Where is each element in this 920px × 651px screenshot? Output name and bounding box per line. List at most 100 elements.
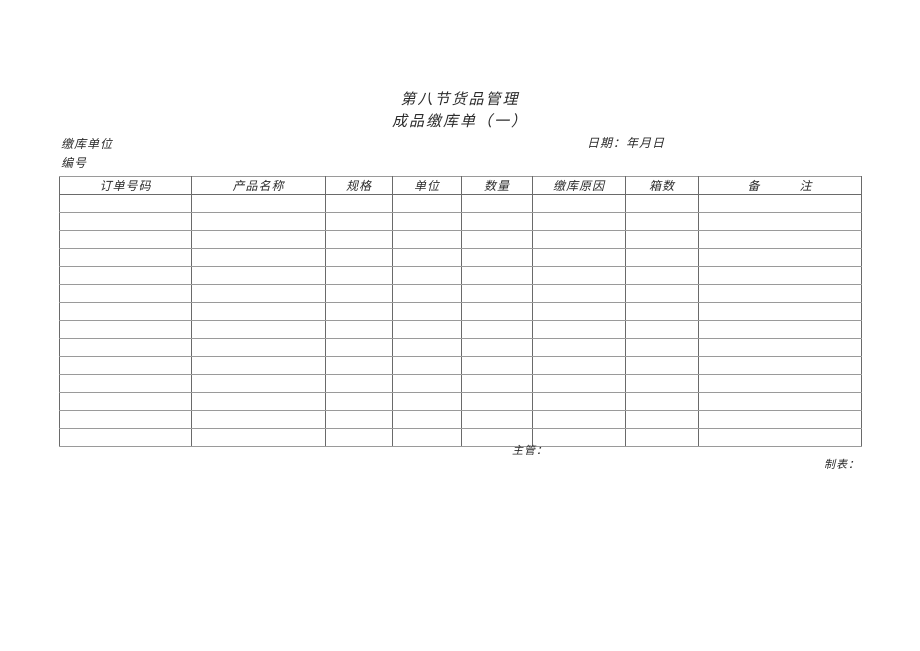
table-cell-empty <box>325 392 393 411</box>
table-row <box>59 410 862 429</box>
supervisor-label: 主管： <box>512 445 548 457</box>
table-cell-empty <box>59 392 192 411</box>
form-title: 成品缴库单（一） <box>391 114 528 130</box>
preparer-label: 制表： <box>824 459 860 471</box>
table-cell-empty <box>59 302 192 321</box>
table-body <box>59 194 862 447</box>
table-cell-empty <box>625 320 699 339</box>
table-row <box>59 392 862 411</box>
table-row <box>59 374 862 393</box>
table-cell-empty <box>325 302 393 321</box>
table-cell-empty <box>625 428 699 447</box>
table-cell-empty <box>59 212 192 231</box>
table-cell-empty <box>698 338 862 357</box>
table-cell-empty <box>532 212 626 231</box>
col-header-product-name: 产品名称 <box>191 176 326 195</box>
table-cell-empty <box>392 194 462 213</box>
table-cell-empty <box>325 320 393 339</box>
delivery-form-table: 订单号码 产品名称 规格 单位 数量 缴库原因 箱数 备 注 <box>59 176 862 447</box>
number-label: 编号 <box>61 156 88 170</box>
table-cell-empty <box>191 194 326 213</box>
table-cell-empty <box>625 248 699 267</box>
table-cell-empty <box>392 248 462 267</box>
table-cell-empty <box>461 194 533 213</box>
table-cell-empty <box>625 212 699 231</box>
table-cell-empty <box>698 320 862 339</box>
table-cell-empty <box>392 320 462 339</box>
table-cell-empty <box>191 338 326 357</box>
table-cell-empty <box>698 356 862 375</box>
table-cell-empty <box>325 356 393 375</box>
col-header-delivery-reason: 缴库原因 <box>532 176 626 195</box>
section-title: 第八节货品管理 <box>400 92 520 108</box>
table-cell-empty <box>461 284 533 303</box>
col-header-quantity: 数量 <box>461 176 533 195</box>
table-cell-empty <box>625 194 699 213</box>
table-row <box>59 194 862 213</box>
table-row <box>59 338 862 357</box>
table-row <box>59 428 862 447</box>
table-cell-empty <box>325 428 393 447</box>
table-cell-empty <box>532 338 626 357</box>
table-cell-empty <box>532 302 626 321</box>
table-cell-empty <box>325 284 393 303</box>
table-cell-empty <box>325 338 393 357</box>
table-row <box>59 320 862 339</box>
table-cell-empty <box>191 374 326 393</box>
table-cell-empty <box>325 266 393 285</box>
table-cell-empty <box>461 248 533 267</box>
table-cell-empty <box>461 320 533 339</box>
table-cell-empty <box>59 410 192 429</box>
table-row <box>59 284 862 303</box>
table-cell-empty <box>532 410 626 429</box>
table-cell-empty <box>59 194 192 213</box>
delivery-unit-label: 缴库单位 <box>61 137 114 151</box>
table-cell-empty <box>532 194 626 213</box>
table-cell-empty <box>698 194 862 213</box>
table-cell-empty <box>325 212 393 231</box>
table-cell-empty <box>325 194 393 213</box>
table-cell-empty <box>392 392 462 411</box>
table-cell-empty <box>392 212 462 231</box>
table-cell-empty <box>191 392 326 411</box>
table-cell-empty <box>392 302 462 321</box>
table-cell-empty <box>532 392 626 411</box>
table-cell-empty <box>461 356 533 375</box>
col-header-order-number: 订单号码 <box>59 176 192 195</box>
table-cell-empty <box>59 356 192 375</box>
table-cell-empty <box>392 266 462 285</box>
table-cell-empty <box>532 248 626 267</box>
table-cell-empty <box>698 266 862 285</box>
table-cell-empty <box>392 374 462 393</box>
table-cell-empty <box>59 266 192 285</box>
table-cell-empty <box>532 230 626 249</box>
table-cell-empty <box>59 338 192 357</box>
table-cell-empty <box>191 302 326 321</box>
table-cell-empty <box>698 392 862 411</box>
table-cell-empty <box>532 266 626 285</box>
table-cell-empty <box>191 428 326 447</box>
table-cell-empty <box>191 320 326 339</box>
table-cell-empty <box>625 356 699 375</box>
table-cell-empty <box>625 302 699 321</box>
table-cell-empty <box>59 248 192 267</box>
table-cell-empty <box>392 428 462 447</box>
table-cell-empty <box>461 392 533 411</box>
table-cell-empty <box>698 212 862 231</box>
table-cell-empty <box>698 428 862 447</box>
table-cell-empty <box>625 266 699 285</box>
table-row <box>59 356 862 375</box>
table-cell-empty <box>461 338 533 357</box>
table-cell-empty <box>325 248 393 267</box>
table-cell-empty <box>191 284 326 303</box>
table-cell-empty <box>191 212 326 231</box>
table-cell-empty <box>59 320 192 339</box>
table-cell-empty <box>625 284 699 303</box>
table-row <box>59 302 862 321</box>
table-header-row: 订单号码 产品名称 规格 单位 数量 缴库原因 箱数 备 注 <box>59 176 862 195</box>
table-cell-empty <box>625 230 699 249</box>
table-cell-empty <box>461 410 533 429</box>
table-cell-empty <box>392 338 462 357</box>
table-cell-empty <box>59 374 192 393</box>
